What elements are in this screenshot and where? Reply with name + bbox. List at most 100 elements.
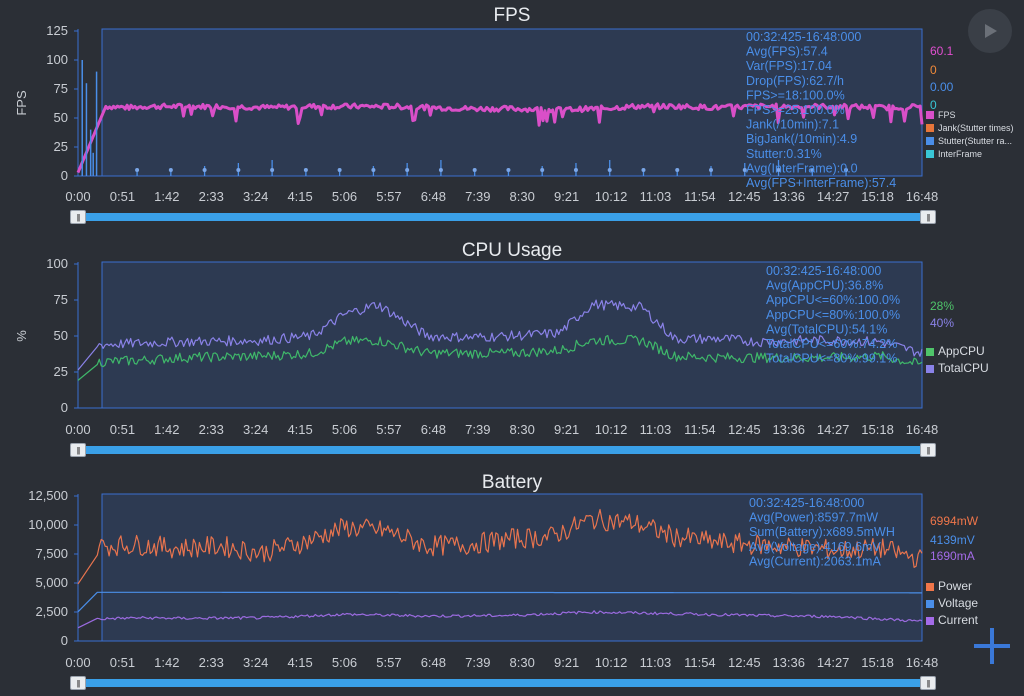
legend-label: AppCPU xyxy=(938,344,985,358)
x-tick-label: 13:36 xyxy=(772,422,805,437)
play-button[interactable] xyxy=(968,9,1012,53)
series-line-appcpu xyxy=(77,334,923,381)
x-tick-label: 0:00 xyxy=(65,189,90,204)
x-tick-label: 6:48 xyxy=(421,189,446,204)
x-tick-label: 11:54 xyxy=(684,422,716,437)
x-tick-label: 10:12 xyxy=(595,655,628,670)
x-tick-label: 3:24 xyxy=(243,655,268,670)
series-line-fps xyxy=(76,102,924,174)
x-tick-label: 11:54 xyxy=(684,655,716,670)
stat-line: Avg(InterFrame):0.0 xyxy=(746,161,858,175)
stutter-marker-dot xyxy=(540,168,545,172)
stutter-marker-dot xyxy=(641,168,646,172)
y-tick-label: 25 xyxy=(54,139,68,154)
legend-label: Power xyxy=(938,579,972,593)
series-line-power xyxy=(77,508,923,585)
x-tick-label: 1:42 xyxy=(154,422,179,437)
fps-chart-title: FPS xyxy=(493,5,531,26)
legend-label: Jank(Stutter times) xyxy=(938,123,1014,133)
x-tick-label: 14:27 xyxy=(817,655,850,670)
stutter-marker-dot xyxy=(742,168,747,172)
x-tick-label: 15:18 xyxy=(861,655,894,670)
x-tick-label: 13:36 xyxy=(772,655,805,670)
legend-swatch xyxy=(926,137,934,145)
y-tick-label: 50 xyxy=(54,110,68,125)
stat-line: AppCPU<=80%:100.0% xyxy=(766,308,900,322)
stat-line: AppCPU<=60%:100.0% xyxy=(766,293,900,307)
y-tick-label: 7,500 xyxy=(35,546,68,561)
x-tick-label: 2:33 xyxy=(199,422,224,437)
x-tick-label: 12:45 xyxy=(728,189,761,204)
x-tick-label: 5:57 xyxy=(376,422,401,437)
stutter-marker-dot xyxy=(168,168,173,172)
x-tick-label: 8:30 xyxy=(510,189,535,204)
stutter-marker-dot xyxy=(438,168,443,172)
x-tick-label: 15:18 xyxy=(861,422,894,437)
x-tick-label: 5:57 xyxy=(376,189,401,204)
add-button[interactable] xyxy=(970,624,1014,668)
x-tick-label: 10:12 xyxy=(595,189,628,204)
x-tick-label: 5:57 xyxy=(376,655,401,670)
battery-slider-end-handle[interactable]: ||| xyxy=(920,676,936,690)
x-tick-label: 4:15 xyxy=(287,655,312,670)
x-tick-label: 14:27 xyxy=(817,189,850,204)
legend-swatch xyxy=(926,583,934,591)
stat-line: 00:32:425-16:48:000 xyxy=(746,30,861,44)
legend-label: Stutter(Stutter ra... xyxy=(938,136,1012,146)
current-value: 1690mA xyxy=(930,549,975,563)
stutter-marker-dot xyxy=(607,168,612,172)
battery-slider-start-handle[interactable]: ||| xyxy=(70,676,86,690)
x-tick-label: 1:42 xyxy=(154,655,179,670)
stutter-marker-dot xyxy=(135,168,140,172)
stat-line: FPS>=18:100.0% xyxy=(746,88,845,102)
stat-line: Var(FPS):17.04 xyxy=(746,59,832,73)
fps-slider-start-handle[interactable]: ||| xyxy=(70,210,86,224)
x-tick-label: 16:48 xyxy=(906,189,939,204)
stutter-marker-dot xyxy=(236,168,241,172)
x-tick-label: 8:30 xyxy=(510,422,535,437)
stat-line: FPS>=25:100.0% xyxy=(746,103,845,117)
x-tick-label: 16:48 xyxy=(906,422,939,437)
legend-swatch xyxy=(926,111,934,119)
stat-line: Avg(FPS+InterFrame):57.4 xyxy=(746,176,896,190)
stutter-marker-dot xyxy=(303,168,308,172)
stutter-marker-dot xyxy=(506,168,511,172)
x-tick-label: 7:39 xyxy=(465,655,490,670)
x-tick-label: 3:24 xyxy=(243,422,268,437)
y-tick-label: 12,500 xyxy=(28,488,68,503)
y-tick-label: 50 xyxy=(54,328,68,343)
x-tick-label: 0:00 xyxy=(65,422,90,437)
cpu-time-slider[interactable] xyxy=(82,446,926,454)
current-value: 4139mV xyxy=(930,533,975,547)
x-tick-label: 2:33 xyxy=(199,655,224,670)
cpu-slider-start-handle[interactable]: ||| xyxy=(70,443,86,457)
y-tick-label: 5,000 xyxy=(35,575,68,590)
x-tick-label: 5:06 xyxy=(332,655,357,670)
x-tick-label: 4:15 xyxy=(287,422,312,437)
x-tick-label: 16:48 xyxy=(906,655,939,670)
x-tick-label: 0:51 xyxy=(110,655,135,670)
stat-line: TotalCPU<=60%:74.2% xyxy=(766,337,897,351)
current-value: 28% xyxy=(930,299,954,313)
legend-label: TotalCPU xyxy=(938,361,989,375)
series-line-totalcpu xyxy=(77,299,923,371)
legend-swatch xyxy=(926,348,934,356)
fps-time-slider[interactable] xyxy=(82,213,926,221)
stutter-marker-dot xyxy=(709,168,713,172)
cpu-slider-end-handle[interactable]: ||| xyxy=(920,443,936,457)
x-tick-label: 3:24 xyxy=(243,189,268,204)
stat-line: Avg(Power):8597.7mW xyxy=(749,511,878,525)
stutter-marker-dot xyxy=(337,168,342,172)
x-tick-label: 0:00 xyxy=(65,655,90,670)
x-tick-label: 7:39 xyxy=(465,189,490,204)
y-tick-label: 25 xyxy=(54,364,68,379)
legend-swatch xyxy=(926,150,934,158)
stutter-marker-dot xyxy=(405,168,410,172)
plot-area xyxy=(101,261,923,409)
y-tick-label: 100 xyxy=(46,256,68,271)
battery-time-slider[interactable] xyxy=(82,679,926,687)
play-icon xyxy=(985,24,997,38)
fps-chart: 0 25 50 75 100 125 FPS 0:00 0:51 1:42 2:33 3:24 4:15… xyxy=(14,23,1014,204)
fps-slider-end-handle[interactable]: ||| xyxy=(920,210,936,224)
